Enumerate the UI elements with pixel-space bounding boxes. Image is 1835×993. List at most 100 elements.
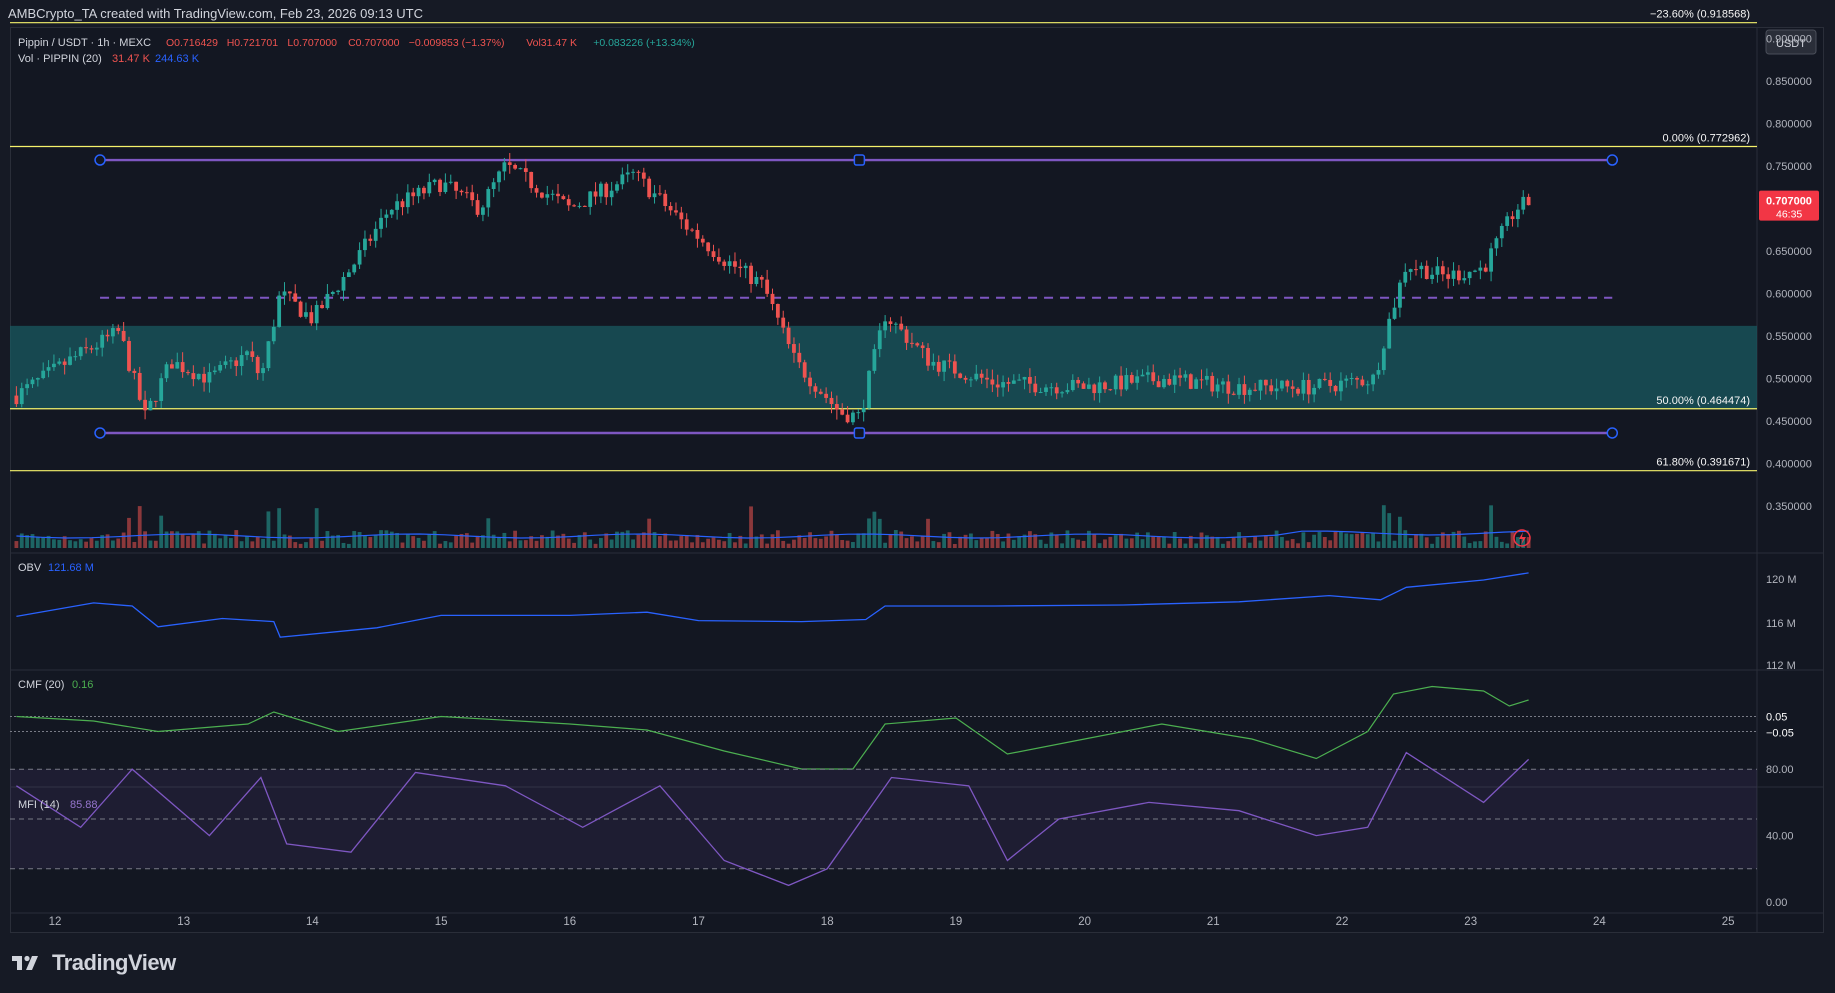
candle-body	[304, 312, 308, 317]
candle-body	[834, 404, 839, 410]
volume-bar	[111, 540, 115, 548]
candle-body	[1113, 375, 1118, 390]
currency-button[interactable]	[1765, 29, 1817, 55]
price-tick: 0.900000	[1766, 33, 1812, 45]
price-tick: 0.400000	[1766, 459, 1812, 471]
volume-bar	[1017, 536, 1022, 548]
cmf-line	[16, 685, 1529, 770]
volume-bar	[191, 534, 196, 548]
candle-body	[1355, 378, 1359, 380]
candle-body	[373, 228, 378, 241]
channel-handle[interactable]	[853, 154, 866, 166]
candle-body	[818, 391, 823, 394]
candle-body	[668, 206, 673, 211]
volume-bar	[926, 518, 930, 548]
volume-bar	[14, 541, 19, 548]
candle-body	[1451, 270, 1456, 279]
volume-bar	[1478, 541, 1483, 548]
candle-body	[277, 295, 282, 327]
volume-bar	[657, 536, 662, 548]
candle-body	[786, 327, 791, 345]
candle-body	[1247, 389, 1252, 395]
candle-body	[1226, 381, 1231, 394]
volume-bar	[202, 543, 206, 548]
volume-bar	[30, 534, 35, 548]
volume-bar	[577, 535, 582, 548]
volume-bar	[556, 535, 560, 548]
volume-bar	[904, 538, 909, 548]
volume-bar	[443, 541, 448, 548]
channel-handle[interactable]	[853, 427, 866, 439]
volume-bar	[1322, 536, 1327, 548]
candle-body	[325, 293, 330, 309]
candle-body	[1414, 269, 1418, 271]
volume-bar	[754, 536, 759, 548]
candle-body	[1440, 266, 1445, 275]
candle-body	[1408, 269, 1413, 272]
candle-body	[454, 181, 459, 191]
candle-body	[153, 400, 158, 402]
volume-bar	[438, 543, 442, 548]
candle-body	[1065, 390, 1070, 393]
candle-body	[840, 409, 845, 415]
volume-legend-value: 31.47 K	[112, 53, 151, 65]
cmf-axis-tick: −0.05	[1766, 728, 1794, 740]
volume-bar	[1494, 536, 1499, 548]
volume-bar	[792, 539, 796, 548]
candle-body	[888, 321, 893, 324]
volume-bar	[314, 508, 319, 548]
volume-bar	[738, 535, 743, 548]
candle-body	[1237, 384, 1241, 395]
candle-body	[1044, 387, 1048, 392]
candle-body	[1430, 274, 1434, 280]
candle-body	[320, 304, 324, 309]
candle-body	[556, 193, 560, 197]
volume-bar	[293, 542, 298, 548]
volume-bar	[1489, 505, 1493, 548]
candle-body	[1183, 374, 1188, 378]
volume-bar	[652, 532, 657, 548]
volume-bar	[1108, 536, 1113, 548]
candle-body	[1231, 393, 1236, 395]
cmf-value: 0.16	[72, 679, 93, 691]
candle-body	[722, 261, 727, 266]
volume-bar	[330, 535, 335, 548]
volume-bar	[1124, 538, 1129, 548]
candle-body	[1398, 282, 1402, 308]
channel-handle[interactable]	[94, 427, 106, 439]
candle-body	[979, 373, 984, 378]
volume-bar	[239, 541, 244, 548]
volume-bar	[121, 532, 126, 548]
channel-handle[interactable]	[1606, 154, 1619, 166]
channel-handle[interactable]	[1606, 427, 1619, 439]
candle-body	[30, 379, 35, 385]
volume-bar	[491, 534, 496, 548]
candle-body	[1306, 379, 1311, 395]
time-axis-label: 16	[563, 916, 576, 928]
candle-body	[684, 219, 689, 230]
candle-body	[566, 199, 571, 206]
candle-body	[180, 362, 185, 373]
candle-body	[1001, 382, 1005, 388]
candle-body	[1499, 225, 1504, 239]
candle-body	[1070, 379, 1075, 391]
volume-bar	[25, 535, 30, 548]
volume-bar	[1076, 539, 1081, 548]
volume-bar	[1237, 532, 1241, 548]
volume-bar	[1172, 531, 1177, 548]
candle-body	[427, 182, 432, 194]
volume-bar	[1349, 534, 1354, 548]
volume-bar	[1510, 531, 1515, 548]
volume-bar	[990, 530, 995, 548]
volume-bar	[427, 534, 432, 548]
price-tick: 0.800000	[1766, 118, 1812, 130]
alert-icon[interactable]	[1513, 529, 1531, 547]
candle-body	[1199, 379, 1204, 381]
volume-bar	[545, 536, 550, 548]
candle-body	[1280, 380, 1284, 389]
candle-body	[1494, 238, 1499, 249]
candle-body	[314, 304, 319, 324]
currency-label: USDT	[1776, 38, 1806, 50]
channel-handle[interactable]	[94, 154, 106, 166]
